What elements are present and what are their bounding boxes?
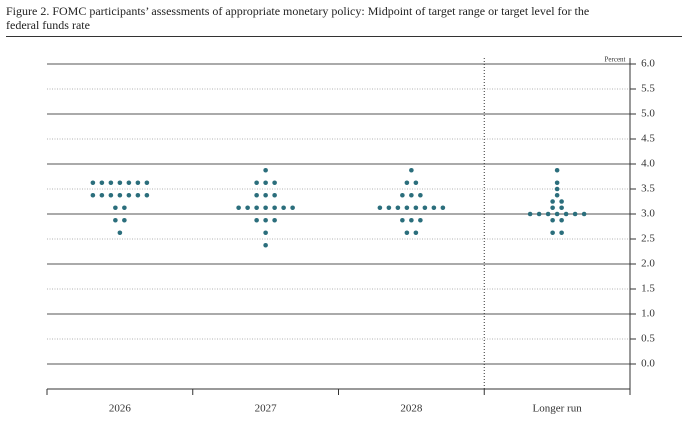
dot: [236, 205, 241, 211]
dot: [418, 217, 423, 223]
dot: [559, 205, 564, 211]
y-tick-label: 3.5: [641, 183, 655, 195]
dot: [272, 180, 277, 186]
y-tick-label: 6.0: [641, 58, 655, 70]
dot: [254, 205, 259, 211]
dot: [144, 180, 150, 186]
dot: [554, 211, 560, 217]
dot: [281, 205, 286, 211]
x-tick-label: Longer run: [533, 403, 583, 415]
dot: [263, 230, 268, 236]
dot: [550, 230, 555, 236]
x-tick-label: 2027: [255, 403, 278, 415]
dot: [413, 205, 419, 211]
dot: [126, 192, 132, 198]
dot: [550, 217, 555, 223]
dot: [554, 192, 560, 198]
dot: [527, 211, 533, 217]
dot: [413, 230, 419, 236]
dot: [440, 205, 446, 211]
dot: [554, 167, 560, 173]
dot: [377, 205, 383, 211]
dot: [404, 205, 410, 211]
dot: [404, 180, 410, 186]
dot: [90, 192, 96, 198]
dot: [563, 211, 569, 217]
dot: [254, 180, 259, 186]
dot: [272, 192, 277, 198]
dot: [126, 180, 132, 186]
dot: [245, 205, 250, 211]
y-tick-label: 5.5: [641, 83, 655, 95]
dot: [263, 217, 268, 223]
dot: [559, 199, 564, 204]
dot: [113, 205, 118, 211]
y-tick-label: 1.0: [641, 308, 655, 320]
dot: [135, 180, 141, 186]
dot: [559, 217, 564, 223]
y-tick-label: 2.0: [641, 258, 655, 270]
dot: [550, 199, 555, 204]
dot: [113, 217, 118, 223]
x-tick-label: 2028: [400, 403, 423, 415]
dot: [272, 217, 277, 223]
title-rule: [6, 36, 682, 37]
dot: [122, 205, 127, 211]
dot: [290, 205, 295, 211]
dot: [395, 205, 401, 211]
dot: [554, 186, 560, 192]
dot: [108, 192, 114, 198]
dot: [572, 211, 578, 217]
dot: [99, 192, 105, 198]
dot: [254, 217, 259, 223]
dot: [117, 230, 123, 236]
dot: [409, 167, 414, 173]
x-tick-label: 2026: [109, 403, 132, 415]
y-tick-label: 0.0: [641, 358, 655, 370]
dot: [400, 217, 405, 223]
y-tick-label: 4.5: [641, 133, 655, 145]
dot: [554, 180, 560, 186]
dot: [413, 180, 419, 186]
dot: [99, 180, 105, 186]
dot: [536, 211, 542, 217]
y-axis-label: Percent: [605, 56, 626, 64]
y-tick-label: 5.0: [641, 108, 655, 120]
y-tick-label: 0.5: [641, 333, 655, 345]
dot: [263, 192, 268, 198]
dot: [272, 205, 277, 211]
y-tick-label: 4.0: [641, 158, 655, 170]
dot: [404, 230, 410, 236]
dot: [90, 180, 96, 186]
dot: [135, 192, 141, 198]
chart-title: Figure 2. FOMC participants’ assessments…: [6, 4, 590, 32]
dot: [122, 217, 127, 223]
dot: [263, 242, 268, 248]
dot: [422, 205, 428, 211]
dot: [117, 192, 123, 198]
dot: [409, 192, 414, 198]
dot: [581, 211, 587, 217]
dot: [263, 205, 268, 211]
dot: [400, 192, 405, 198]
dot: [386, 205, 392, 211]
dot: [144, 192, 150, 198]
dot: [545, 211, 551, 217]
dot: [108, 180, 114, 186]
dot: [263, 180, 268, 186]
dot: [559, 230, 564, 236]
y-tick-label: 3.0: [641, 208, 655, 220]
y-tick-label: 1.5: [641, 283, 655, 295]
dot: [409, 217, 414, 223]
dot: [254, 192, 259, 198]
dot: [418, 192, 423, 198]
y-tick-label: 2.5: [641, 233, 655, 245]
dot: [117, 180, 123, 186]
dot: [550, 205, 555, 211]
dot: [431, 205, 437, 211]
dot: [263, 167, 268, 173]
